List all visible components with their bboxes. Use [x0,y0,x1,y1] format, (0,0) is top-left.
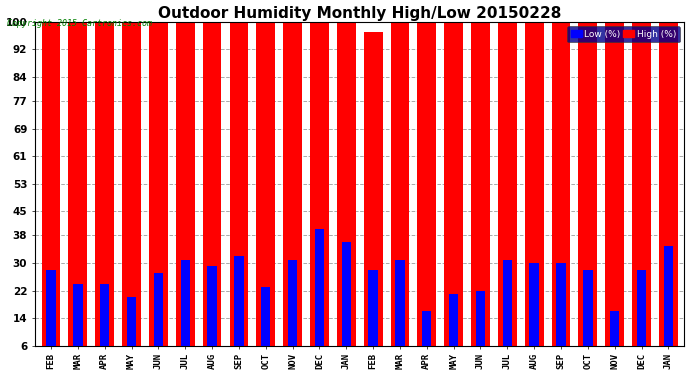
Bar [605,22,624,366]
Bar [364,32,382,366]
Bar [632,22,651,366]
Bar [41,22,61,366]
Bar [95,22,114,366]
Bar [368,270,378,366]
Bar [73,284,83,366]
Bar [664,246,673,366]
Bar [498,22,517,366]
Bar [257,22,275,366]
Bar [149,22,168,366]
Bar [502,260,512,366]
Bar [283,22,302,366]
Bar [181,260,190,366]
Legend: Low (%), High (%): Low (%), High (%) [567,26,680,42]
Bar [127,297,136,366]
Bar [444,22,463,366]
Bar [391,22,409,366]
Bar [417,22,436,366]
Bar [583,270,593,366]
Bar [659,22,678,366]
Bar [449,294,458,366]
Bar [310,22,329,366]
Bar [422,311,431,366]
Bar [100,284,110,366]
Bar [68,22,87,366]
Bar [637,270,647,366]
Title: Outdoor Humidity Monthly High/Low 20150228: Outdoor Humidity Monthly High/Low 201502… [158,6,562,21]
Bar [471,22,490,366]
Bar [46,270,56,366]
Bar [261,287,270,366]
Text: Copyright 2015 Cartronics.com: Copyright 2015 Cartronics.com [7,19,152,28]
Bar [529,263,539,366]
Bar [578,22,598,366]
Bar [203,22,221,366]
Bar [230,22,248,366]
Bar [234,256,244,366]
Bar [476,291,485,366]
Bar [551,22,571,366]
Bar [525,22,544,366]
Bar [556,263,566,366]
Bar [176,22,195,366]
Bar [342,242,351,366]
Bar [315,228,324,366]
Bar [154,273,163,366]
Bar [337,22,355,366]
Bar [208,266,217,366]
Bar [288,260,297,366]
Bar [122,22,141,366]
Bar [395,260,404,366]
Bar [610,311,620,366]
